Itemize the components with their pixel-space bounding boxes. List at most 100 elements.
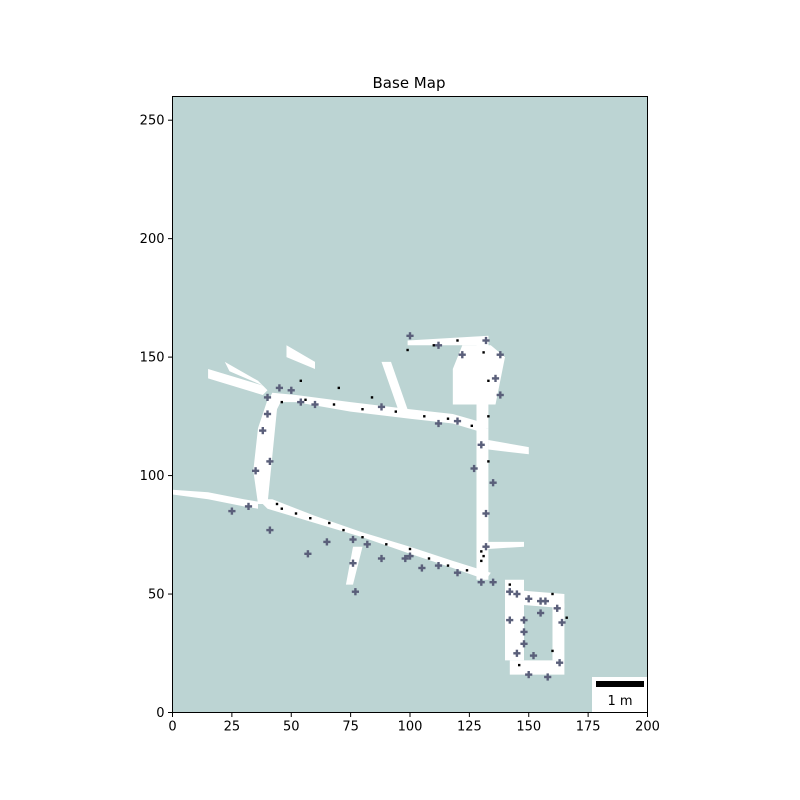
- obstacle-cell: [427, 557, 431, 560]
- scale-bar: 1 m: [592, 677, 647, 712]
- obstacle-cell: [487, 379, 490, 382]
- obstacle-cell: [487, 415, 490, 418]
- obstacle-cell-layer: [275, 339, 568, 667]
- obstacle-marker: [470, 464, 478, 473]
- obstacle-cell: [518, 663, 521, 667]
- obstacle-marker: [520, 628, 528, 636]
- obstacle-marker: [349, 535, 357, 544]
- obstacle-marker: [513, 590, 521, 598]
- obstacle-cell: [487, 460, 490, 463]
- map-title: Base Map: [373, 74, 446, 92]
- obstacle-cell: [370, 396, 374, 399]
- obstacle-marker: [482, 543, 490, 551]
- obstacle-cell: [470, 424, 473, 427]
- obstacle-marker: [520, 640, 528, 648]
- obstacle-cell: [446, 417, 450, 420]
- obstacle-cell: [482, 554, 485, 558]
- free-space-region: [253, 399, 282, 504]
- obstacle-marker: [506, 588, 514, 596]
- free-space-layer: [172, 335, 565, 675]
- free-space-region: [509, 660, 565, 675]
- obstacle-marker: [377, 403, 386, 411]
- obstacle-cell: [565, 616, 568, 619]
- obstacle-marker: [556, 659, 564, 667]
- obstacle-marker: [401, 554, 409, 563]
- y-axis: 0 50 100 150 200 250: [140, 114, 173, 721]
- y-tick-label: 50: [148, 588, 165, 603]
- obstacle-marker: [558, 618, 566, 627]
- obstacle-cell: [280, 507, 283, 510]
- obstacle-marker: [525, 595, 533, 603]
- obstacle-cell: [342, 528, 345, 532]
- obstacle-marker: [496, 351, 504, 359]
- obstacle-marker: [263, 410, 272, 418]
- obstacle-marker: [482, 336, 490, 345]
- obstacle-marker: [477, 441, 485, 449]
- x-tick-label: 50: [283, 720, 300, 735]
- x-tick-label: 125: [457, 720, 482, 735]
- x-tick-label: 25: [224, 720, 241, 735]
- obstacle-marker: [311, 400, 319, 409]
- x-tick-label: 100: [398, 720, 423, 735]
- obstacle-cell: [304, 398, 307, 401]
- obstacle-marker: [537, 597, 545, 605]
- obstacle-marker: [266, 526, 274, 534]
- obstacle-marker: [513, 649, 521, 657]
- obstacle-marker: [275, 384, 283, 392]
- obstacle-cell: [551, 592, 554, 596]
- obstacle-marker: [297, 398, 305, 406]
- obstacle-cell: [446, 564, 450, 567]
- obstacle-marker: [304, 550, 312, 558]
- free-space-region: [172, 489, 258, 509]
- obstacle-cell: [432, 344, 435, 347]
- obstacle-cell: [482, 351, 485, 354]
- scale-bar-label: 1 m: [607, 694, 632, 709]
- map-plot-area: [172, 96, 648, 713]
- obstacle-cell: [309, 517, 312, 520]
- obstacle-marker: [553, 604, 561, 612]
- obstacle-cell: [508, 583, 511, 586]
- free-space-region: [208, 369, 268, 395]
- obstacle-marker: [406, 332, 414, 340]
- obstacle-marker: [244, 502, 253, 510]
- free-space-region: [476, 428, 489, 580]
- obstacle-marker: [323, 538, 331, 546]
- obstacle-marker: [228, 507, 236, 515]
- obstacle-marker: [520, 616, 528, 624]
- obstacle-marker-layer: [228, 332, 566, 681]
- obstacle-cell: [275, 502, 279, 506]
- obstacle-marker: [496, 391, 504, 399]
- obstacle-marker: [525, 671, 533, 679]
- free-space-region: [488, 440, 529, 455]
- obstacle-marker: [489, 479, 497, 487]
- scale-bar-line: [596, 681, 644, 687]
- obstacle-marker: [482, 509, 490, 518]
- y-tick-label: 250: [140, 114, 165, 129]
- y-tick-label: 100: [140, 469, 165, 484]
- obstacle-marker: [453, 569, 462, 577]
- obstacle-cell: [406, 348, 409, 352]
- x-tick-label: 175: [576, 720, 601, 735]
- obstacle-marker: [489, 578, 497, 586]
- obstacle-marker: [544, 673, 552, 681]
- obstacle-cell: [294, 512, 298, 515]
- obstacle-marker: [458, 351, 466, 359]
- obstacle-marker: [541, 597, 549, 605]
- obstacle-marker: [453, 417, 462, 425]
- obstacle-marker: [477, 578, 485, 586]
- obstacle-marker: [377, 554, 386, 563]
- free-space-region: [552, 603, 565, 661]
- obstacle-marker: [506, 616, 514, 624]
- obstacle-cell: [299, 379, 302, 382]
- free-space-region: [267, 392, 486, 433]
- obstacle-cell: [551, 649, 554, 653]
- obstacle-marker: [252, 467, 260, 475]
- obstacle-marker: [418, 564, 426, 572]
- obstacle-cell: [480, 550, 483, 553]
- free-space-region: [258, 499, 491, 580]
- free-space-region: [452, 345, 505, 405]
- obstacle-cell: [337, 386, 340, 390]
- obstacle-marker: [263, 393, 272, 401]
- y-tick-label: 0: [156, 706, 164, 721]
